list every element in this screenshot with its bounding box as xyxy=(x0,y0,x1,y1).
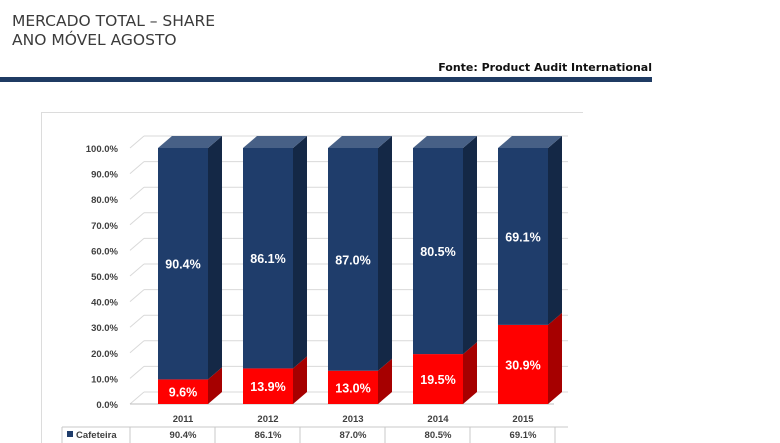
gridline-depth xyxy=(129,238,145,251)
gridline-depth xyxy=(129,186,145,200)
gridline-depth xyxy=(129,135,145,149)
gridline-depth xyxy=(129,161,145,174)
bar-top-cap xyxy=(243,136,307,148)
data-label: 87.0% xyxy=(335,253,370,267)
bar-side-series-0 xyxy=(293,356,307,404)
gridline-depth xyxy=(129,314,145,328)
gridline-depth xyxy=(129,212,145,226)
bar-side-cafeteira xyxy=(548,136,562,325)
gridline-depth xyxy=(129,340,145,354)
gridline-depth xyxy=(129,366,145,379)
data-table-row-label: Cafeteira xyxy=(76,430,117,441)
y-tick-label: 20.0% xyxy=(91,349,118,360)
bar-side-series-0 xyxy=(463,342,477,404)
y-tick-label: 90.0% xyxy=(91,170,118,181)
y-tick-label: 80.0% xyxy=(91,195,118,206)
title-line-1: MERCADO TOTAL – SHARE xyxy=(12,12,216,30)
bar-side-cafeteira xyxy=(293,136,307,369)
x-tick-label: 2014 xyxy=(427,414,449,425)
bar-side-series-0 xyxy=(548,312,562,404)
header-rule xyxy=(0,77,652,82)
y-tick-label: 60.0% xyxy=(91,246,118,257)
bar-cafeteira xyxy=(328,148,378,371)
data-label: 9.6% xyxy=(169,386,198,400)
bar-top-cap xyxy=(498,136,562,148)
bar-top-cap xyxy=(328,136,392,148)
page-title: MERCADO TOTAL – SHARE ANO MÓVEL AGOSTO xyxy=(12,12,215,50)
data-table-value: 80.5% xyxy=(425,430,452,441)
y-tick-label: 0.0% xyxy=(96,400,118,411)
bar-series-0 xyxy=(328,370,378,404)
bar-side-cafeteira xyxy=(463,136,477,355)
bar-side-series-0 xyxy=(208,367,222,404)
data-label: 19.5% xyxy=(420,373,455,387)
bar-series-0 xyxy=(243,368,293,404)
bar-series-0 xyxy=(413,354,463,404)
stacked-bar-chart: 0.0% 10.0% 20.0% 30.0% 40.0% 50.0% 60.0% 70.0% 8… xyxy=(61,135,568,443)
data-label: 80.5% xyxy=(420,245,455,259)
data-table-value: 87.0% xyxy=(340,430,367,441)
y-tick-label: 40.0% xyxy=(91,298,118,309)
x-tick-label: 2012 xyxy=(257,414,278,425)
gridline-depth xyxy=(129,289,145,302)
data-label: 13.9% xyxy=(250,380,285,394)
bar-series-0 xyxy=(158,379,208,404)
x-tick-label: 2015 xyxy=(512,414,534,425)
bar-cafeteira xyxy=(498,148,548,325)
chart-panel: 0.0% 10.0% 20.0% 30.0% 40.0% 50.0% 60.0% 70.0% 8… xyxy=(41,112,583,443)
x-tick-label: 2011 xyxy=(173,414,194,425)
data-label: 90.4% xyxy=(165,258,200,272)
data-table-value: 90.4% xyxy=(170,430,197,441)
bar-side-series-0 xyxy=(378,358,392,404)
legend-marker-cafeteira xyxy=(67,431,73,437)
gridline-depth xyxy=(129,263,145,277)
y-tick-label: 100.0% xyxy=(86,144,119,155)
y-tick-label: 70.0% xyxy=(91,221,118,232)
bar-side-cafeteira xyxy=(208,136,222,380)
title-line-2: ANO MÓVEL AGOSTO xyxy=(12,31,177,49)
data-label: 86.1% xyxy=(250,252,285,266)
x-tick-label: 2013 xyxy=(342,414,363,425)
source-note: Fonte: Product Audit International xyxy=(438,61,652,74)
bar-cafeteira xyxy=(243,148,293,369)
data-label: 30.9% xyxy=(505,358,540,372)
bar-side-cafeteira xyxy=(378,136,392,371)
data-label: 13.0% xyxy=(335,381,370,395)
bar-top-cap xyxy=(413,136,477,148)
bar-top-cap xyxy=(158,136,222,148)
data-label: 69.1% xyxy=(505,230,540,244)
y-tick-label: 30.0% xyxy=(91,323,118,334)
y-tick-label: 10.0% xyxy=(91,374,118,385)
bar-series-0 xyxy=(498,324,548,404)
data-table-value: 86.1% xyxy=(255,430,282,441)
bar-cafeteira xyxy=(158,148,208,380)
y-tick-label: 50.0% xyxy=(91,272,118,283)
bar-cafeteira xyxy=(413,148,463,355)
gridline-depth xyxy=(129,391,145,405)
data-table-value: 69.1% xyxy=(510,430,537,441)
